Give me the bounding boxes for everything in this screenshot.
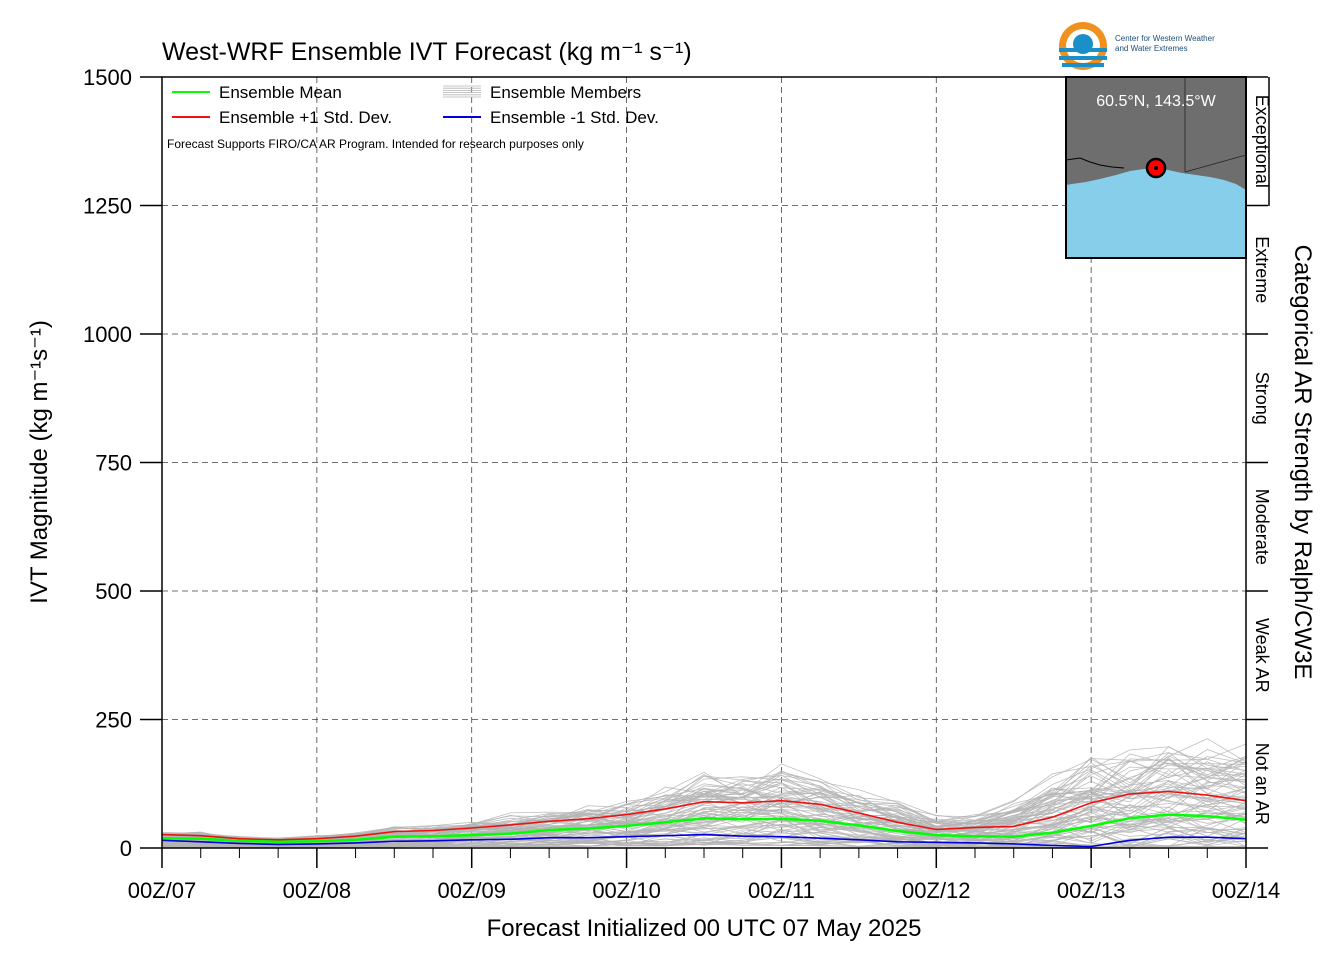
x-tick-label: 00Z/12 — [902, 878, 971, 903]
x-axis-label: Forecast Initialized 00 UTC 07 May 2025 — [487, 915, 922, 942]
inset-location-label: 60.5°N, 143.5°W — [1096, 93, 1216, 110]
y-axis-ticks: 0 250 500 750 1000 1250 1500 — [83, 65, 162, 861]
legend-plus-label: Ensemble +1 Std. Dev. — [219, 108, 392, 127]
y-tick-label: 250 — [95, 708, 132, 733]
ar-category-label: Not an AR — [1252, 743, 1272, 825]
location-marker-center — [1154, 166, 1158, 170]
x-tick-label: 00Z/14 — [1212, 878, 1281, 903]
ar-category-axis: Not an AR Weak AR Moderate Strong Extreme Exc… — [1246, 76, 1272, 849]
cw3e-logo: Center for Western Weather and Water Ext… — [1059, 22, 1215, 70]
ar-category-label: Extreme — [1252, 236, 1272, 303]
legend-mean-label: Ensemble Mean — [219, 83, 342, 102]
inset-border — [1184, 154, 1247, 173]
legend-members-label: Ensemble Members — [490, 83, 641, 102]
inset-frame — [1065, 76, 1247, 259]
ar-category-label: Moderate — [1252, 489, 1272, 565]
legend-members-swatch — [443, 85, 481, 98]
ensemble-member-line — [161, 769, 1247, 841]
legend: Ensemble Mean Ensemble +1 Std. Dev. Ense… — [172, 83, 659, 127]
x-axis-ticks: 00Z/07 00Z/08 00Z/09 00Z/10 00Z/11 00Z/12 00Z/… — [128, 848, 1281, 903]
x-tick-label: 00Z/09 — [437, 878, 506, 903]
right-axis-label: Categorical AR Strength by Ralph/CW3E — [1289, 245, 1316, 680]
y-tick-label: 1250 — [83, 194, 132, 219]
logo-line1: Center for Western Weather — [1115, 34, 1215, 43]
ar-category-label: Strong — [1252, 372, 1272, 425]
logo-wave-icon — [1062, 63, 1104, 67]
ensemble-plus-std-line — [161, 790, 1247, 841]
y-tick-label: 1000 — [83, 322, 132, 347]
x-tick-label: 00Z/13 — [1057, 878, 1126, 903]
ensemble-members — [161, 738, 1247, 848]
series-lines — [161, 790, 1247, 848]
y-tick-label: 500 — [95, 579, 132, 604]
ensemble-member-line — [161, 828, 1247, 848]
x-tick-label: 00Z/08 — [283, 878, 352, 903]
ensemble-mean-line — [161, 813, 1247, 844]
logo-line2: and Water Extremes — [1115, 44, 1188, 53]
disclaimer-note: Forecast Supports FIRO/CA AR Program. In… — [167, 137, 584, 151]
x-tick-label: 00Z/11 — [748, 878, 815, 903]
x-tick-label: 00Z/07 — [128, 878, 197, 903]
y-tick-label: 750 — [95, 451, 132, 476]
ar-category-label: Weak AR — [1252, 618, 1272, 693]
y-axis-label: IVT Magnitude (kg m⁻¹s⁻¹) — [26, 320, 53, 604]
y-tick-label: 1500 — [83, 65, 132, 90]
ensemble-member-line — [161, 755, 1247, 842]
ensemble-minus-std-line — [161, 833, 1247, 848]
y-tick-label: 0 — [120, 836, 132, 861]
inset-land — [1066, 77, 1246, 190]
inset-coastline — [1065, 157, 1125, 169]
ensemble-member-line — [161, 738, 1247, 841]
logo-drop-icon — [1073, 34, 1093, 54]
chart-title: West-WRF Ensemble IVT Forecast (kg m⁻¹ s… — [162, 38, 692, 66]
ar-category-label: Exceptional — [1252, 95, 1272, 188]
ensemble-member-line — [161, 830, 1247, 848]
logo-wave-icon — [1059, 56, 1107, 60]
ensemble-member-line — [161, 786, 1247, 843]
legend-minus-label: Ensemble -1 Std. Dev. — [490, 108, 659, 127]
location-inset-map: 60.5°N, 143.5°W — [1065, 76, 1247, 259]
x-tick-label: 00Z/10 — [592, 878, 661, 903]
